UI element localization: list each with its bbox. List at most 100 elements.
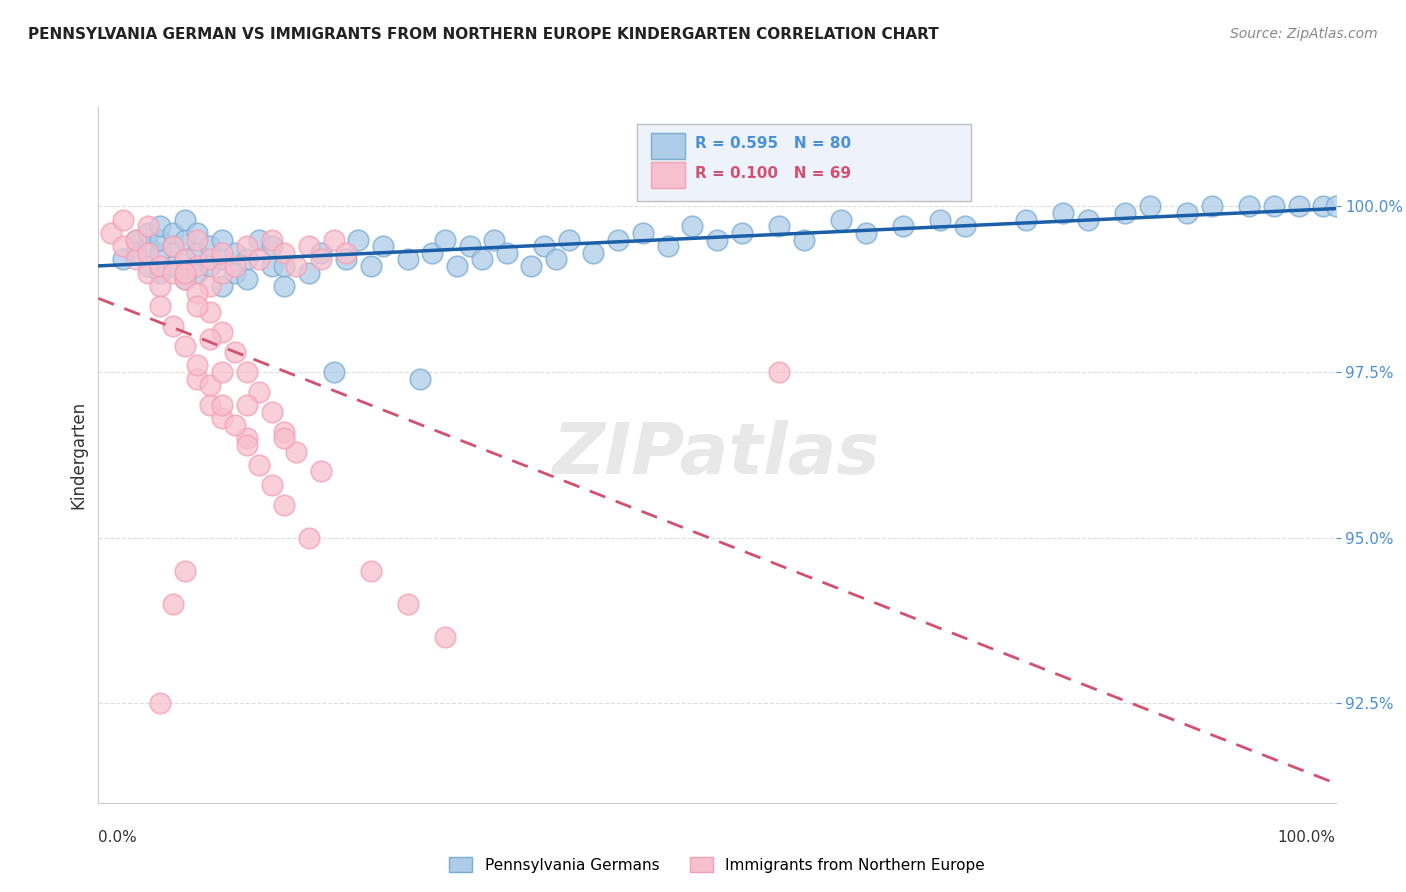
Point [484, 233, 506, 247]
Point [273, 279, 295, 293]
Point [149, 299, 172, 313]
Point [793, 233, 815, 247]
Point [731, 226, 754, 240]
Y-axis label: Kindergarten: Kindergarten [69, 401, 87, 509]
Point [136, 239, 159, 253]
Point [162, 239, 184, 253]
Point [1324, 199, 1347, 213]
Point [298, 266, 321, 280]
Point [198, 252, 221, 267]
Legend: Pennsylvania Germans, Immigrants from Northern Europe: Pennsylvania Germans, Immigrants from No… [443, 850, 991, 879]
Point [631, 226, 654, 240]
Point [1312, 199, 1334, 213]
Point [236, 438, 259, 452]
Point [1139, 199, 1161, 213]
Point [211, 398, 233, 412]
Point [830, 212, 852, 227]
Point [681, 219, 703, 234]
Point [162, 266, 184, 280]
Point [953, 219, 976, 234]
Point [174, 266, 197, 280]
Point [124, 245, 146, 260]
Point [149, 233, 172, 247]
Point [433, 630, 456, 644]
Point [211, 365, 233, 379]
Point [495, 245, 517, 260]
Point [162, 597, 184, 611]
Point [309, 465, 332, 479]
Point [285, 259, 308, 273]
Point [174, 252, 197, 267]
Point [186, 372, 208, 386]
Point [112, 252, 135, 267]
Point [112, 212, 135, 227]
Point [211, 411, 233, 425]
Point [582, 245, 605, 260]
Point [768, 219, 790, 234]
Point [322, 365, 344, 379]
Point [174, 212, 197, 227]
Point [198, 378, 221, 392]
Point [198, 332, 221, 346]
Point [335, 245, 357, 260]
Point [298, 531, 321, 545]
Text: ZIPatlas: ZIPatlas [554, 420, 880, 490]
Point [136, 259, 159, 273]
Point [211, 233, 233, 247]
Point [149, 697, 172, 711]
Point [260, 405, 283, 419]
Point [458, 239, 481, 253]
Point [186, 299, 208, 313]
Point [607, 233, 630, 247]
Point [396, 252, 419, 267]
Point [174, 338, 197, 352]
Point [1015, 212, 1038, 227]
Point [520, 259, 543, 273]
Point [174, 252, 197, 267]
Point [309, 252, 332, 267]
Point [174, 564, 197, 578]
Point [298, 239, 321, 253]
FancyBboxPatch shape [651, 133, 685, 159]
Point [174, 272, 197, 286]
Point [335, 252, 357, 267]
Point [1263, 199, 1285, 213]
Point [273, 498, 295, 512]
Point [855, 226, 877, 240]
Point [891, 219, 914, 234]
Point [247, 252, 270, 267]
Text: 0.0%: 0.0% [98, 830, 138, 845]
Point [309, 245, 332, 260]
Point [112, 239, 135, 253]
Point [533, 239, 555, 253]
Text: R = 0.100   N = 69: R = 0.100 N = 69 [695, 166, 851, 181]
Point [149, 279, 172, 293]
Point [224, 245, 246, 260]
Point [285, 444, 308, 458]
Point [124, 252, 146, 267]
Point [149, 245, 172, 260]
Point [1175, 206, 1198, 220]
Point [706, 233, 728, 247]
Point [928, 212, 950, 227]
Point [211, 252, 233, 267]
Point [260, 239, 283, 253]
Point [260, 477, 283, 491]
Point [396, 597, 419, 611]
Point [136, 245, 159, 260]
Point [198, 239, 221, 253]
Point [136, 266, 159, 280]
Point [260, 233, 283, 247]
Point [186, 266, 208, 280]
Point [124, 233, 146, 247]
Point [224, 345, 246, 359]
Point [1077, 212, 1099, 227]
Point [236, 252, 259, 267]
Text: 100.0%: 100.0% [1278, 830, 1336, 845]
Point [162, 259, 184, 273]
Point [186, 245, 208, 260]
Point [211, 326, 233, 340]
Point [409, 372, 432, 386]
Point [186, 259, 208, 273]
Point [1237, 199, 1260, 213]
